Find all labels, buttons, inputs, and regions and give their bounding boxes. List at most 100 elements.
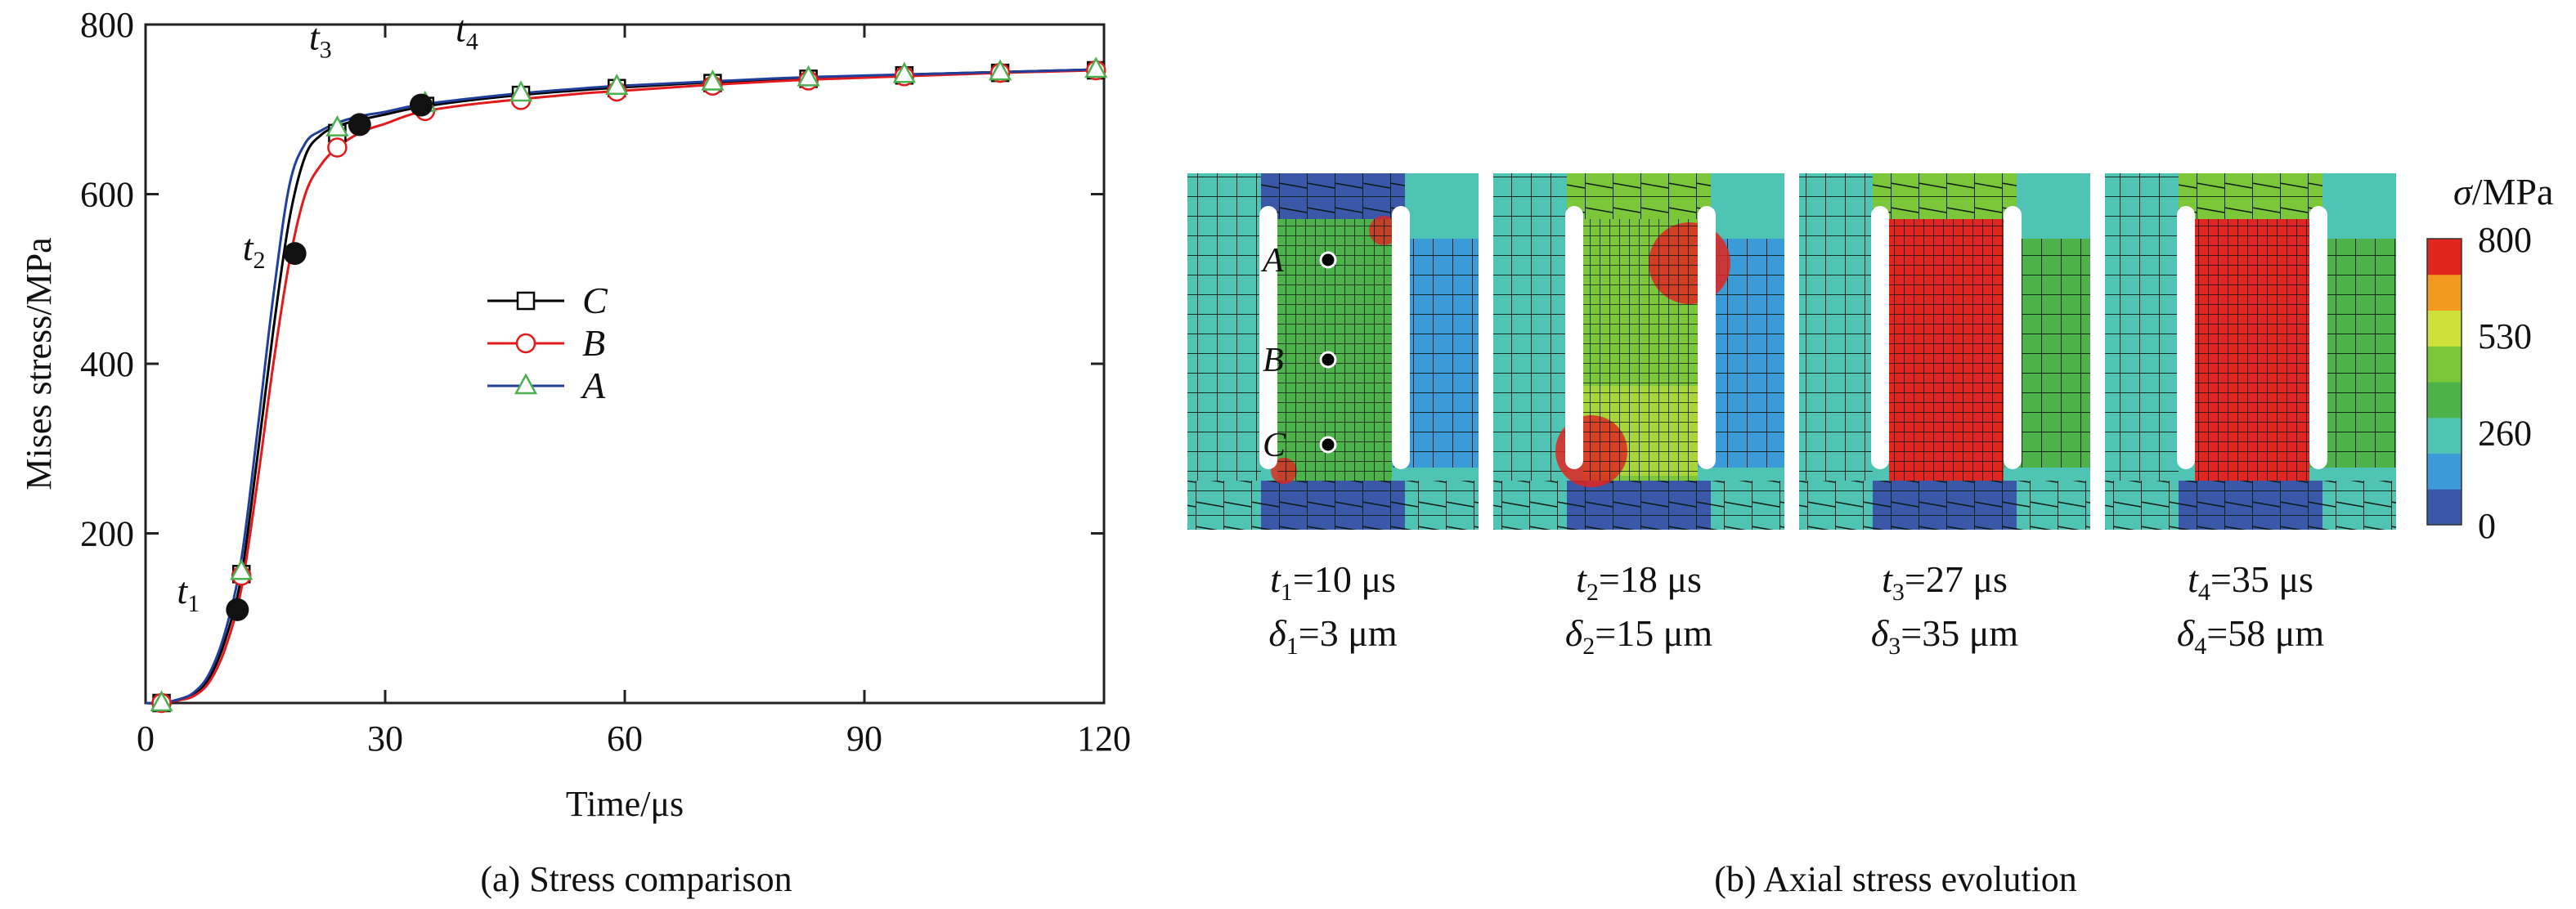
stress-contour-panels: A B Ct1=10 μs δ1=3 μm t2=18 μs δ2=15 μm t3=27 … <box>1187 173 2396 660</box>
colorbar-segment <box>2427 489 2462 526</box>
time-point-marker <box>283 242 307 266</box>
colorbar-segment <box>2427 239 2462 275</box>
colorbar-frame <box>2426 238 2462 526</box>
colorbar-segment <box>2427 346 2462 383</box>
y-axis-label: Mises stress/MPa <box>19 237 59 490</box>
panel-time-label: t2=18 μs <box>1576 558 1702 606</box>
x-axis-ticks: 0 30 60 90 120 <box>137 25 1131 759</box>
stress-panel: t2=18 μs δ2=15 μm <box>1493 173 1784 660</box>
x-tick-label: 90 <box>846 719 882 759</box>
left-slot <box>2177 206 2195 469</box>
right-slot <box>2309 206 2327 469</box>
y-tick-label: 600 <box>80 175 134 215</box>
legend-marker-B <box>515 333 536 354</box>
left-grip-mesh <box>1493 173 1567 481</box>
left-grip-mesh <box>1799 173 1873 481</box>
legend-label-C: C <box>582 280 608 321</box>
probe-point <box>1319 251 1337 269</box>
top-region-mesh <box>1261 173 1405 219</box>
colorbar-tick-label: 800 <box>2478 220 2532 260</box>
time-point-label: t3 <box>309 16 332 63</box>
bottom-mesh <box>1493 481 1784 530</box>
caption-a: (a) Stress comparison <box>480 859 792 899</box>
marker-A <box>892 61 916 83</box>
marker-B <box>327 137 348 158</box>
series-lines <box>145 68 1097 705</box>
marker-A <box>988 59 1012 81</box>
colorbar-segment <box>2427 453 2462 490</box>
panel-time-label: t3=27 μs <box>1882 558 2008 606</box>
x-tick-label: 0 <box>137 719 155 759</box>
bottom-mesh <box>2105 481 2396 530</box>
series-line-A <box>145 68 1097 705</box>
colorbar-segment <box>2427 310 2462 347</box>
y-tick-label: 400 <box>80 344 134 384</box>
top-region-mesh <box>1873 173 2017 219</box>
time-point-label: t2 <box>243 226 266 274</box>
right-slot <box>2004 206 2022 469</box>
right-slot <box>1698 206 1716 469</box>
top-region-mesh <box>1567 173 1711 219</box>
time-point-marker <box>226 598 249 621</box>
y-tick-label: 200 <box>80 514 134 554</box>
y-axis-ticks: 200 400 600 800 <box>80 5 1104 554</box>
plot-frame <box>144 23 1106 705</box>
top-region-mesh <box>2179 173 2322 219</box>
probe-point-label: C <box>1263 427 1286 464</box>
panel-displacement-label: δ3=35 μm <box>1871 612 2018 660</box>
colorbar: σ/MPa 800 530 260 0 <box>2426 171 2553 546</box>
stress-panel: A B Ct1=10 μs δ1=3 μm <box>1187 173 1479 660</box>
marker-A <box>797 65 820 87</box>
panel-time-label: t1=10 μs <box>1270 558 1396 606</box>
y-tick-label: 800 <box>80 5 134 45</box>
legend-label-A: A <box>580 365 606 406</box>
left-grip-mesh <box>1187 173 1261 481</box>
marker-A <box>150 690 173 712</box>
time-point-label: t4 <box>456 8 478 56</box>
series-markers <box>150 56 1108 714</box>
bottom-mesh <box>1799 481 2090 530</box>
left-slot <box>1871 206 1889 469</box>
marker-A <box>1084 56 1108 78</box>
colorbar-title: σ/MPa <box>2453 171 2553 213</box>
gauge-mesh <box>1889 219 2004 481</box>
marker-A <box>605 74 629 95</box>
colorbar-tick-label: 260 <box>2478 413 2532 453</box>
x-tick-label: 60 <box>607 719 643 759</box>
gauge-mesh <box>2195 219 2309 481</box>
x-tick-label: 30 <box>367 719 403 759</box>
stress-comparison-chart: 200 400 600 800 0 30 60 90 120 t1 t2 t3 t4 CBA Mis… <box>19 5 1131 899</box>
time-annotations: t1 t2 t3 t4 <box>177 8 478 621</box>
caption-b: (b) Axial stress evolution <box>1714 859 2077 899</box>
legend-marker-C <box>516 291 536 311</box>
marker-A <box>509 80 533 102</box>
probe-point <box>1319 436 1337 454</box>
bottom-mesh <box>1187 481 1479 530</box>
colorbar-tick-label: 0 <box>2478 506 2496 546</box>
probe-point-label: A <box>1260 242 1284 280</box>
panel-displacement-label: δ2=15 μm <box>1565 612 1712 660</box>
stress-panel: t3=27 μs δ3=35 μm <box>1799 173 2090 660</box>
marker-A <box>230 558 254 580</box>
colorbar-tick-label: 530 <box>2478 316 2532 356</box>
probe-point <box>1319 351 1337 369</box>
colorbar-segment <box>2427 417 2462 454</box>
marker-A <box>701 69 725 91</box>
legend-marker-A <box>514 373 538 395</box>
colorbar-segment <box>2427 274 2462 311</box>
left-grip-mesh <box>2105 173 2179 481</box>
series-line-C <box>145 68 1097 705</box>
legend-label-B: B <box>582 322 605 364</box>
series-line-B <box>145 69 1097 705</box>
left-slot <box>1259 206 1277 469</box>
panel-displacement-label: δ4=58 μm <box>2177 612 2324 660</box>
probe-point-label: B <box>1263 342 1284 379</box>
gauge-mesh <box>1583 219 1698 481</box>
x-axis-label: Time/μs <box>566 784 684 824</box>
colorbar-segment <box>2427 382 2462 419</box>
time-point-marker <box>348 113 371 137</box>
stress-panel: t4=35 μs δ4=58 μm <box>2105 173 2396 660</box>
panel-displacement-label: δ1=3 μm <box>1268 612 1397 660</box>
time-point-label: t1 <box>177 570 200 617</box>
